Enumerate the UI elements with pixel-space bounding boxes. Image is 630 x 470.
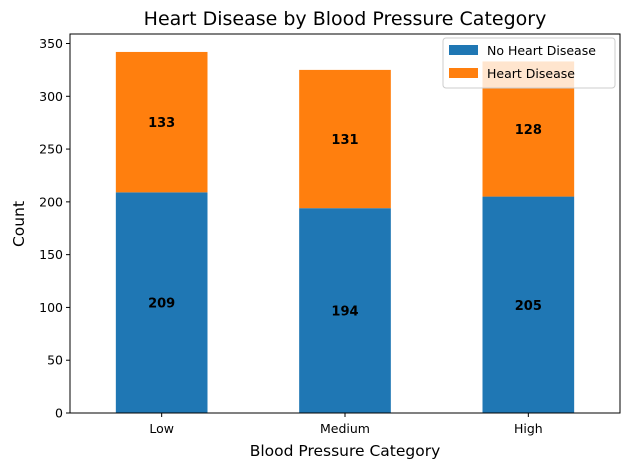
- bar-high-no-heart-disease: [482, 196, 575, 413]
- legend-swatch-no-heart-disease: [449, 45, 478, 55]
- y-tick-label-350: 350: [39, 36, 63, 51]
- chart-title: Heart Disease by Blood Pressure Category: [144, 8, 547, 30]
- bar-low-heart-disease: [115, 51, 208, 193]
- y-tick-label-0: 0: [55, 406, 63, 421]
- y-tick-label-150: 150: [39, 247, 63, 262]
- data-label-high-heart-disease: 128: [515, 123, 542, 138]
- data-label-medium-heart-disease: 131: [331, 133, 358, 148]
- legend-swatch-heart-disease: [449, 68, 478, 78]
- legend-box: [442, 37, 616, 89]
- data-labels-group: 209 133 194 131 205 128: [148, 116, 542, 319]
- data-label-high-no-heart-disease: 205: [515, 299, 542, 314]
- legend-label-no-heart-disease: No Heart Disease: [487, 43, 596, 58]
- plot-frame: [69, 33, 621, 414]
- bar-medium-no-heart-disease: [299, 208, 391, 413]
- y-tick-label-250: 250: [39, 142, 63, 157]
- x-tick-label-high: High: [514, 421, 543, 436]
- y-tick-label-50: 50: [47, 353, 63, 368]
- y-axis: 0 50 100 150 200 250 300 350: [39, 36, 70, 421]
- y-tick-label-100: 100: [39, 300, 63, 315]
- x-axis-label: Blood Pressure Category: [250, 442, 441, 460]
- data-label-low-no-heart-disease: 209: [148, 297, 175, 312]
- y-axis-label: Count: [10, 201, 28, 247]
- bar-low-no-heart-disease: [115, 192, 208, 413]
- x-tick-label-medium: Medium: [320, 421, 370, 436]
- x-axis: Low Medium High: [149, 413, 543, 436]
- y-tick-label-200: 200: [39, 194, 63, 209]
- data-label-medium-no-heart-disease: 194: [331, 305, 358, 320]
- x-tick-label-low: Low: [149, 421, 174, 436]
- bar-medium-heart-disease: [299, 69, 391, 209]
- legend-label-heart-disease: Heart Disease: [487, 66, 575, 81]
- y-tick-label-300: 300: [39, 89, 63, 104]
- legend: No Heart Disease Heart Disease: [442, 37, 616, 89]
- data-label-low-heart-disease: 133: [148, 116, 175, 131]
- bars-group: [115, 51, 575, 413]
